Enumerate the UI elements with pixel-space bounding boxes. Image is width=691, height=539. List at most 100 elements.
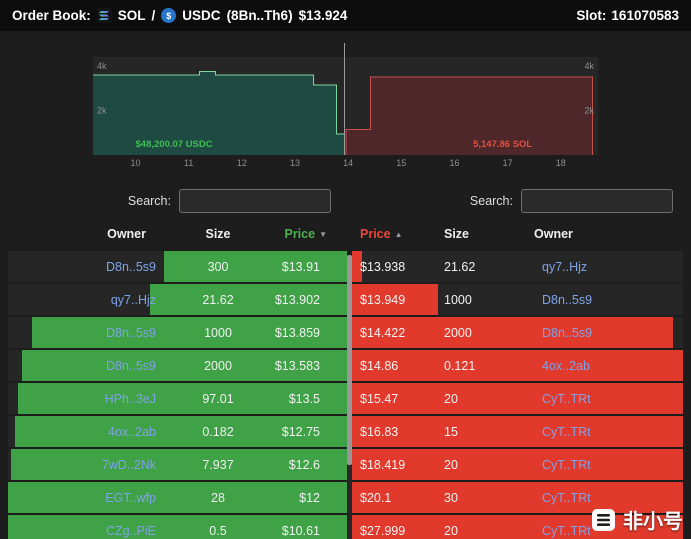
- price-header-label: Price: [284, 227, 316, 241]
- bids-search-input[interactable]: [179, 189, 331, 213]
- bid-row[interactable]: qy7..Hjz 21.62 $13.902: [8, 284, 347, 315]
- owner-link[interactable]: D8n..5s9: [105, 259, 156, 274]
- svg-text:4k: 4k: [584, 61, 594, 71]
- sort-down-icon: ▼: [319, 230, 327, 239]
- bid-row[interactable]: D8n..5s9 1000 $13.859: [8, 317, 347, 348]
- size-cell: 7.937: [202, 457, 234, 472]
- depth-bar: [352, 383, 683, 414]
- svg-text:4k: 4k: [97, 61, 107, 71]
- bid-row[interactable]: D8n..5s9 300 $13.91: [8, 251, 347, 282]
- ask-row[interactable]: $20.1 30 CyT..TRt: [352, 482, 683, 513]
- owner-link[interactable]: 4ox..2ab: [542, 358, 590, 373]
- bids-search: Search:: [8, 187, 331, 215]
- quote-symbol: USDC: [182, 8, 221, 23]
- price-cell: $13.5: [288, 391, 320, 406]
- bids-rows: D8n..5s9 300 $13.91 qy7..Hjz 21.62 $13.902 D8n…: [8, 251, 347, 539]
- price-cell: $13.583: [274, 358, 320, 373]
- price-cell: $14.86: [360, 358, 399, 373]
- depth-bar: [352, 515, 683, 539]
- owner-link[interactable]: CZg..PiE: [105, 523, 156, 538]
- owner-column-header[interactable]: Owner: [534, 227, 573, 241]
- ask-row[interactable]: $13.938 21.62 qy7..Hjz: [352, 251, 683, 282]
- bids-table-header: Owner Size Price ▼: [8, 221, 347, 247]
- svg-text:2k: 2k: [584, 105, 594, 115]
- price-cell: $14.422: [360, 325, 406, 340]
- price-cell: $13.859: [274, 325, 320, 340]
- price-column-header[interactable]: Price ▲: [352, 227, 442, 241]
- size-column-header[interactable]: Size: [205, 227, 231, 241]
- size-cell: 300: [207, 259, 229, 274]
- base-symbol: SOL: [117, 8, 146, 23]
- price-cell: $12.6: [288, 457, 320, 472]
- watermark: 非小号: [592, 505, 683, 534]
- svg-text:12: 12: [237, 158, 247, 168]
- bid-row[interactable]: EGT..wfp 28 $12: [8, 482, 347, 513]
- bid-row[interactable]: CZg..PiE 0.5 $10.61: [8, 515, 347, 539]
- owner-link[interactable]: D8n..5s9: [542, 325, 593, 340]
- owner-link[interactable]: 7wD..2Nk: [101, 457, 156, 472]
- scrollbar-thumb[interactable]: [347, 255, 352, 465]
- bid-row[interactable]: 7wD..2Nk 7.937 $12.6: [8, 449, 347, 480]
- asks-rows: $13.938 21.62 qy7..Hjz $13.949 1000 D8n..5s9 $…: [352, 251, 683, 539]
- size-cell: 21.62: [444, 259, 476, 274]
- scrollbar[interactable]: [347, 255, 352, 539]
- size-column-header[interactable]: Size: [444, 227, 470, 241]
- usdc-glyph: $: [166, 10, 172, 21]
- owner-link[interactable]: qy7..Hjz: [542, 259, 588, 274]
- depth-bar: [352, 317, 674, 348]
- price-cell: $12.75: [281, 424, 320, 439]
- search-label: Search:: [127, 194, 171, 208]
- top-bar: Order Book: SOL / $ USDC (8Bn..Th6): [0, 0, 691, 31]
- owner-link[interactable]: CyT..TRt: [542, 490, 591, 505]
- price-cell: $13.91: [281, 259, 320, 274]
- ask-row[interactable]: $27.999 20 CyT..TRt: [352, 515, 683, 539]
- owner-link[interactable]: CyT..TRt: [542, 391, 591, 406]
- owner-column-header[interactable]: Owner: [107, 227, 146, 241]
- price-header-label: Price: [360, 227, 391, 241]
- owner-link[interactable]: 4ox..2ab: [108, 424, 156, 439]
- bid-row[interactable]: 4ox..2ab 0.182 $12.75: [8, 416, 347, 447]
- owner-link[interactable]: EGT..wfp: [105, 490, 156, 505]
- ask-row[interactable]: $16.83 15 CyT..TRt: [352, 416, 683, 447]
- ask-row[interactable]: $15.47 20 CyT..TRt: [352, 383, 683, 414]
- ask-row[interactable]: $13.949 1000 D8n..5s9: [352, 284, 683, 315]
- asks-search-input[interactable]: [521, 189, 673, 213]
- price-cell: $27.999: [360, 523, 406, 538]
- owner-link[interactable]: CyT..TRt: [542, 457, 591, 472]
- ask-row[interactable]: $14.422 2000 D8n..5s9: [352, 317, 683, 348]
- depth-bar: [352, 482, 683, 513]
- ask-row[interactable]: $14.86 0.121 4ox..2ab: [352, 350, 683, 381]
- size-cell: 1000: [204, 325, 232, 340]
- price-column-header[interactable]: Price ▼: [268, 227, 347, 241]
- market-address: (8Bn..Th6): [226, 8, 293, 23]
- depth-bar: [352, 416, 683, 447]
- price-cell: $12: [299, 490, 320, 505]
- owner-link[interactable]: HPh..3eJ: [104, 391, 156, 406]
- price-cell: $13.949: [360, 292, 406, 307]
- depth-bar: [11, 449, 347, 480]
- owner-link[interactable]: CyT..TRt: [542, 424, 591, 439]
- svg-text:$48,200.07 USDC: $48,200.07 USDC: [136, 139, 213, 150]
- depth-chart: 4k 4k 2k 2k 10 11 12 13 14 15 16 17 18 $48,200.07 USD…: [93, 43, 598, 168]
- owner-link[interactable]: D8n..5s9: [105, 325, 156, 340]
- depth-bar: [18, 383, 347, 414]
- owner-link[interactable]: qy7..Hjz: [110, 292, 156, 307]
- size-cell: 21.62: [202, 292, 234, 307]
- bid-row[interactable]: D8n..5s9 2000 $13.583: [8, 350, 347, 381]
- owner-link[interactable]: D8n..5s9: [105, 358, 156, 373]
- owner-link[interactable]: CyT..TRt: [542, 523, 591, 538]
- depth-bar: [150, 284, 347, 315]
- svg-text:14: 14: [343, 158, 353, 168]
- size-cell: 0.182: [202, 424, 234, 439]
- slot-info: Slot: 161070583: [576, 8, 679, 23]
- size-cell: 1000: [444, 292, 472, 307]
- ask-row[interactable]: $18.419 20 CyT..TRt: [352, 449, 683, 480]
- bid-row[interactable]: HPh..3eJ 97.01 $13.5: [8, 383, 347, 414]
- size-cell: 30: [444, 490, 458, 505]
- mid-price: $13.924: [298, 8, 348, 23]
- owner-link[interactable]: D8n..5s9: [542, 292, 593, 307]
- asks-table-header: Price ▲ Size Owner: [352, 221, 683, 247]
- svg-text:13: 13: [290, 158, 300, 168]
- size-cell: 2000: [444, 325, 472, 340]
